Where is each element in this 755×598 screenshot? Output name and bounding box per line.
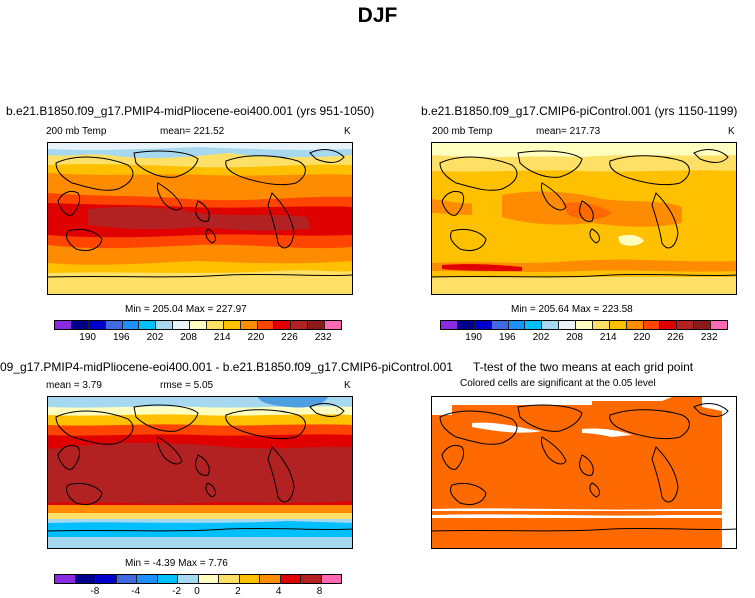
- panel3-colorbar-swatch: [219, 575, 240, 583]
- panel2-minmax: Min = 205.64 Max = 223.58: [511, 304, 633, 315]
- panel3-colorbar-swatch: [280, 575, 301, 583]
- panel2-map: [431, 142, 737, 295]
- panel1-colorbar-swatch: [139, 321, 157, 329]
- panel2-colorbar-tick-label: 232: [700, 332, 718, 343]
- panel2-colorbar-swatch: [457, 321, 475, 329]
- panel2-colorbar-swatch: [559, 321, 576, 329]
- panel3-minmax: Min = -4.39 Max = 7.76: [125, 558, 228, 569]
- panel1-colorbar-swatch: [223, 321, 241, 329]
- panel2-units: K: [728, 126, 735, 137]
- panel2-colorbar: [440, 320, 728, 330]
- panel1-colorbar-tick-label: 220: [247, 332, 265, 343]
- panel1-colorbar-tick-label: 196: [112, 332, 130, 343]
- panel4-title: T-test of the two means at each grid poi…: [473, 360, 694, 374]
- panel2-colorbar-swatch: [677, 321, 695, 329]
- panel2-colorbar-swatch: [441, 321, 458, 329]
- panel3-colorbar-swatch: [239, 575, 260, 583]
- panel3-colorbar-swatch: [116, 575, 137, 583]
- panel1-colorbar: [54, 320, 342, 330]
- panel1-colorbar-swatch: [88, 321, 106, 329]
- panel1-colorbar-swatch: [206, 321, 224, 329]
- panel4-map: [431, 396, 737, 549]
- panel1-title: b.e21.B1850.f09_g17.PMIP4-midPliocene-eo…: [6, 104, 375, 118]
- panel1-minmax: Min = 205.04 Max = 227.97: [125, 304, 247, 315]
- panel2-mean: mean= 217.73: [536, 126, 601, 137]
- panel2-colorbar-swatch: [626, 321, 644, 329]
- panel3-mean: mean = 3.79: [46, 380, 102, 391]
- panel2-colorbar-swatch: [592, 321, 610, 329]
- panel3-title: 09_g17.PMIP4-midPliocene-eoi400.001 - b.…: [0, 360, 453, 374]
- panel1-mean: mean= 221.52: [160, 126, 225, 137]
- panel3-rmse: rmse = 5.05: [160, 380, 214, 391]
- panel1-colorbar-swatch: [240, 321, 258, 329]
- panel1-colorbar-swatch: [122, 321, 140, 329]
- panel2-colorbar-tick-label: 226: [667, 332, 684, 343]
- panel3-colorbar-swatch: [198, 575, 219, 583]
- panel3-colorbar-swatch: [301, 575, 322, 583]
- panel2-colorbar-tick-label: 208: [566, 332, 583, 343]
- panel3-colorbar-swatch: [321, 575, 341, 583]
- panel2-colorbar-swatch: [660, 321, 678, 329]
- panel1-map: [47, 142, 353, 295]
- panel1-colorbar-swatch: [274, 321, 292, 329]
- panel1-colorbar-swatch: [55, 321, 72, 329]
- panel1-colorbar-swatch: [291, 321, 309, 329]
- panel3-colorbar-swatch: [157, 575, 178, 583]
- panel2-colorbar-swatch: [525, 321, 543, 329]
- panel2-colorbar-swatch: [491, 321, 509, 329]
- panel1-colorbar-tick-label: 226: [281, 332, 298, 343]
- panel1-colorbar-swatch: [156, 321, 174, 329]
- panel3-colorbar-swatch: [260, 575, 281, 583]
- panel3-colorbar-swatch: [137, 575, 158, 583]
- panel2-title: b.e21.B1850.f09_g17.CMIP6-piControl.001 …: [421, 104, 738, 118]
- panel2-colorbar-tick-label: 220: [633, 332, 651, 343]
- panel2-colorbar-tick-label: 196: [498, 332, 516, 343]
- panel1-units: K: [344, 126, 351, 137]
- figure-title: DJF: [357, 4, 398, 27]
- panel2-colorbar-swatch: [508, 321, 526, 329]
- panel3-colorbar-tick-label: 4: [275, 586, 282, 597]
- panel1-colorbar-tick-label: 232: [314, 332, 332, 343]
- panel2-colorbar-swatch: [711, 321, 727, 329]
- panel2-colorbar-swatch: [694, 321, 711, 329]
- panel3-colorbar-tick-label: 8: [316, 586, 323, 597]
- panel3-colorbar-swatch: [75, 575, 96, 583]
- panel4-subtitle: Colored cells are significant at the 0.0…: [460, 378, 656, 389]
- panel3-map: [47, 396, 353, 549]
- panel3-colorbar-tick-label: -8: [90, 586, 100, 597]
- panel1-colorbar-swatch: [71, 321, 89, 329]
- panel3-units: K: [344, 380, 351, 391]
- panel2-variable: 200 mb Temp: [432, 126, 493, 137]
- panel2-colorbar-swatch: [474, 321, 492, 329]
- panel3-colorbar: [54, 574, 342, 584]
- panel2-colorbar-tick-label: 202: [532, 332, 550, 343]
- panel2-colorbar-tick-label: 214: [599, 332, 617, 343]
- panel1-colorbar-tick-label: 214: [213, 332, 231, 343]
- panel3-colorbar-swatch: [178, 575, 199, 583]
- panel3-colorbar-tick-label: -2: [172, 586, 182, 597]
- panel1-colorbar-tick-label: 202: [146, 332, 164, 343]
- panel2-colorbar-swatch: [609, 321, 627, 329]
- panel3-colorbar-tick-label: 2: [235, 586, 241, 597]
- panel2-colorbar-swatch: [576, 321, 593, 329]
- panel1-colorbar-swatch: [190, 321, 207, 329]
- panel1-colorbar-tick-label: 190: [79, 332, 96, 343]
- panel3-colorbar-swatch: [96, 575, 117, 583]
- panel2-colorbar-swatch: [643, 321, 661, 329]
- panel1-colorbar-tick-label: 208: [180, 332, 197, 343]
- panel3-colorbar-swatch: [55, 575, 76, 583]
- panel3-colorbar-tick-label: -4: [131, 586, 141, 597]
- panel1-colorbar-swatch: [308, 321, 325, 329]
- panel1-variable: 200 mb Temp: [46, 126, 107, 137]
- panel2-colorbar-swatch: [542, 321, 560, 329]
- panel1-colorbar-swatch: [325, 321, 341, 329]
- panel2-colorbar-tick-label: 190: [465, 332, 482, 343]
- panel1-colorbar-swatch: [173, 321, 190, 329]
- panel1-colorbar-swatch: [105, 321, 123, 329]
- panel1-colorbar-swatch: [257, 321, 275, 329]
- panel3-colorbar-tick-label: 0: [194, 586, 200, 597]
